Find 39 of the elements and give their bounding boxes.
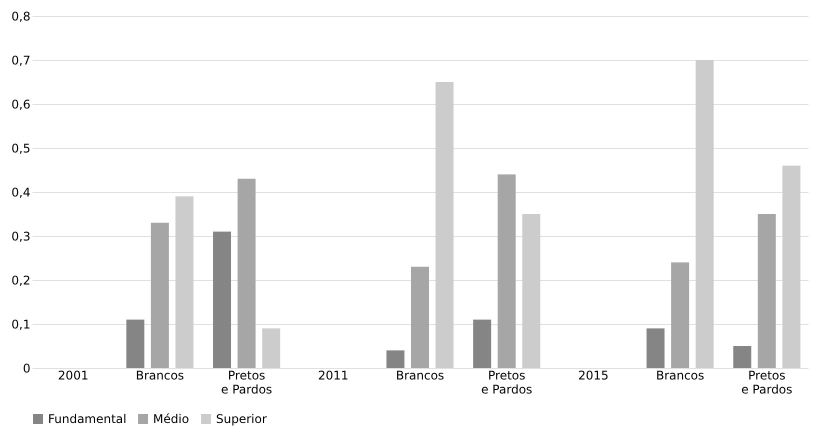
x-tick-label: Brancos	[396, 368, 444, 382]
bar	[758, 214, 776, 368]
y-tick-label: 0	[22, 362, 30, 376]
bar	[733, 346, 752, 368]
y-tick-label: 0,7	[11, 54, 30, 68]
bar	[498, 174, 516, 368]
y-tick-label: 0,6	[11, 98, 30, 112]
y-tick-label: 0,5	[11, 142, 30, 156]
x-tick-label: Pretos e Pardos	[221, 368, 272, 396]
x-tick-label: Brancos	[136, 368, 184, 382]
x-tick-label: 2011	[318, 368, 349, 382]
bar	[238, 178, 256, 368]
bar	[696, 60, 714, 368]
bar	[522, 214, 540, 368]
legend-label: Fundamental	[48, 412, 126, 426]
bar	[175, 196, 194, 368]
bar	[436, 82, 454, 368]
bar	[262, 328, 280, 368]
y-tick-label: 0,2	[11, 274, 30, 288]
bar	[126, 320, 144, 368]
x-tick-label: 2015	[578, 368, 609, 382]
y-tick-label: 0,4	[11, 186, 30, 200]
y-tick-label: 0,1	[11, 318, 30, 332]
x-tick-label: Pretos e Pardos	[481, 368, 532, 396]
bar	[386, 350, 404, 368]
y-tick-label: 0,8	[11, 10, 30, 24]
x-tick-label: Pretos e Pardos	[741, 368, 792, 396]
bar	[411, 266, 429, 368]
legend-label: Médio	[153, 412, 190, 426]
y-tick-label: 0,3	[11, 230, 30, 244]
bar	[646, 328, 665, 368]
x-tick-label: 2001	[58, 368, 88, 382]
bar	[671, 262, 690, 368]
bar	[473, 320, 492, 368]
bar	[782, 166, 800, 368]
legend-label: Superior	[216, 412, 267, 426]
bar	[150, 222, 169, 368]
bar	[213, 232, 232, 368]
x-tick-label: Brancos	[656, 368, 704, 382]
